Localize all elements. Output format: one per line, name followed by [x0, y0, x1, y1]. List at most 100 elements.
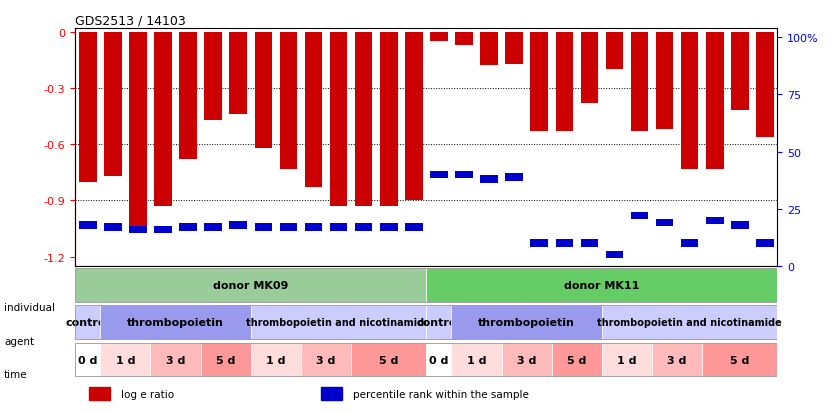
FancyBboxPatch shape	[552, 343, 602, 377]
FancyBboxPatch shape	[426, 306, 451, 339]
Text: log e ratio: log e ratio	[121, 389, 174, 399]
Text: 1 d: 1 d	[266, 355, 286, 365]
FancyBboxPatch shape	[201, 343, 251, 377]
Bar	[480, 176, 498, 183]
Bar	[655, 219, 673, 227]
Text: 1 d: 1 d	[115, 355, 135, 365]
Text: control: control	[66, 317, 110, 328]
Bar	[89, 387, 110, 400]
Text: agent: agent	[4, 336, 34, 346]
Text: 5 d: 5 d	[567, 355, 587, 365]
Bar	[354, 33, 372, 206]
Text: 3 d: 3 d	[517, 355, 537, 365]
FancyBboxPatch shape	[100, 306, 251, 339]
Bar	[329, 224, 348, 231]
Text: 5 d: 5 d	[379, 355, 399, 365]
Text: 5 d: 5 d	[216, 355, 236, 365]
Text: 3 d: 3 d	[166, 355, 186, 365]
Bar	[304, 224, 322, 231]
Text: thrombopoietin: thrombopoietin	[478, 317, 575, 328]
Bar	[104, 33, 122, 177]
Bar	[304, 33, 322, 188]
Bar	[580, 33, 598, 104]
FancyBboxPatch shape	[100, 343, 150, 377]
Text: 1 d: 1 d	[466, 355, 487, 365]
Bar	[681, 33, 698, 169]
FancyBboxPatch shape	[251, 343, 301, 377]
Bar	[154, 33, 171, 206]
Text: individual: individual	[4, 303, 55, 313]
Text: 1 d: 1 d	[617, 355, 637, 365]
Text: thrombopoietin and nicotinamide: thrombopoietin and nicotinamide	[247, 317, 431, 328]
FancyBboxPatch shape	[702, 343, 777, 377]
Bar	[254, 33, 272, 149]
Bar	[104, 224, 122, 231]
Text: 0 d: 0 d	[429, 355, 449, 365]
Bar	[204, 33, 222, 121]
Text: donor MK09: donor MK09	[213, 280, 288, 290]
Bar	[354, 224, 372, 231]
FancyBboxPatch shape	[351, 343, 426, 377]
FancyBboxPatch shape	[75, 268, 426, 302]
FancyBboxPatch shape	[251, 306, 426, 339]
Text: thrombopoietin: thrombopoietin	[127, 317, 224, 328]
Text: control: control	[417, 317, 461, 328]
Bar	[505, 33, 522, 64]
Bar	[681, 240, 698, 247]
Text: 3 d: 3 d	[667, 355, 687, 365]
Bar	[455, 33, 473, 46]
FancyBboxPatch shape	[426, 343, 451, 377]
Bar	[605, 251, 623, 259]
Bar	[505, 173, 522, 181]
FancyBboxPatch shape	[652, 343, 702, 377]
Bar	[329, 33, 348, 206]
Text: time: time	[4, 369, 28, 379]
Bar	[405, 224, 422, 231]
Text: GDS2513 / 14103: GDS2513 / 14103	[75, 15, 186, 28]
FancyBboxPatch shape	[75, 306, 100, 339]
Bar	[321, 387, 342, 400]
Bar	[455, 171, 473, 179]
Bar	[731, 33, 748, 111]
Bar	[279, 33, 298, 169]
Bar	[731, 221, 748, 229]
FancyBboxPatch shape	[451, 306, 602, 339]
Bar	[79, 221, 97, 229]
Bar	[380, 224, 397, 231]
Bar	[706, 33, 723, 169]
Bar	[530, 240, 548, 247]
Bar	[204, 224, 222, 231]
Text: percentile rank within the sample: percentile rank within the sample	[353, 389, 528, 399]
Bar	[756, 33, 773, 138]
Text: thrombopoietin and nicotinamide: thrombopoietin and nicotinamide	[598, 317, 782, 328]
Bar	[229, 33, 247, 115]
Bar	[179, 33, 197, 160]
Text: 5 d: 5 d	[730, 355, 750, 365]
Bar	[380, 33, 397, 206]
Bar	[154, 226, 172, 234]
Bar	[655, 33, 673, 130]
FancyBboxPatch shape	[602, 306, 777, 339]
FancyBboxPatch shape	[502, 343, 552, 377]
Bar	[405, 33, 422, 201]
FancyBboxPatch shape	[426, 268, 777, 302]
Text: 3 d: 3 d	[316, 355, 336, 365]
Bar	[580, 240, 598, 247]
Bar	[480, 33, 498, 66]
Bar	[555, 240, 573, 247]
Bar	[129, 226, 147, 234]
Bar	[129, 33, 147, 229]
Bar	[756, 240, 773, 247]
Bar	[706, 217, 723, 224]
Bar	[430, 171, 447, 179]
Bar	[229, 221, 247, 229]
Bar	[605, 33, 623, 70]
Bar	[530, 33, 548, 132]
FancyBboxPatch shape	[602, 343, 652, 377]
FancyBboxPatch shape	[451, 343, 502, 377]
Bar	[630, 33, 648, 132]
Bar	[279, 224, 298, 231]
FancyBboxPatch shape	[150, 343, 201, 377]
Text: 0 d: 0 d	[78, 355, 98, 365]
Text: donor MK11: donor MK11	[564, 280, 640, 290]
